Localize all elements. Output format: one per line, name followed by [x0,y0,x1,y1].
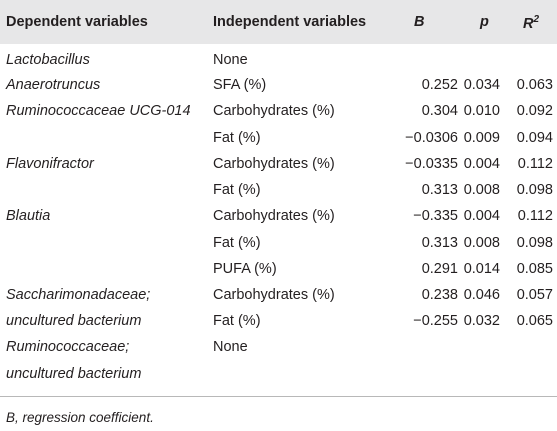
independent-variable: PUFA (%) [213,261,277,277]
r2-value: 0.085 [516,261,553,277]
p-value: 0.004 [463,208,500,224]
r2-value: 0.063 [516,77,553,93]
r2-value: 0.057 [516,287,553,303]
dependent-variable: Blautia [6,208,51,224]
p-value: 0.014 [463,261,500,277]
independent-variable: Carbohydrates (%) [213,103,335,119]
independent-variable: Fat (%) [213,182,261,198]
p-value: 0.008 [463,182,500,198]
dependent-variable: Flavonifractor [6,156,94,172]
table-bottom-rule [0,396,557,397]
header-b: B [414,14,425,30]
independent-variable: Fat (%) [213,235,261,251]
r2-value: 0.112 [517,208,553,224]
p-value: 0.034 [463,77,500,93]
p-value: 0.032 [463,313,500,329]
p-value: 0.010 [463,103,500,119]
independent-variable: Carbohydrates (%) [213,156,335,172]
b-value: 0.252 [421,77,458,93]
b-value: −0.335 [413,208,458,224]
table-header [0,0,557,44]
r2-value: 0.065 [516,313,553,329]
independent-variable: None [213,339,248,355]
independent-variable: Fat (%) [213,130,261,146]
independent-variable: Carbohydrates (%) [213,208,335,224]
r2-value: 0.092 [516,103,553,119]
b-value: 0.304 [421,103,458,119]
b-value: −0.0306 [405,130,458,146]
dependent-variable: Anaerotruncus [6,77,101,93]
p-value: 0.046 [463,287,500,303]
b-value: 0.313 [421,235,458,251]
r2-value: 0.098 [516,235,553,251]
dependent-variable: Saccharimonadaceae; [6,287,151,303]
b-value: 0.291 [421,261,458,277]
dependent-variable: uncultured bacterium [6,366,142,382]
header-p: p [480,14,489,30]
r2-value: 0.094 [516,130,553,146]
dependent-variable: uncultured bacterium [6,313,142,329]
b-value: 0.313 [421,182,458,198]
table-footnote: B, regression coefficient. [6,410,154,425]
header-r2-sup: 2 [533,14,540,25]
b-value: −0.255 [413,313,458,329]
header-dependent: Dependent variables [6,14,148,30]
p-value: 0.004 [463,156,500,172]
p-value: 0.009 [463,130,500,146]
dependent-variable: Ruminococcaceae UCG-014 [6,103,191,119]
p-value: 0.008 [463,235,500,251]
independent-variable: SFA (%) [213,77,267,93]
independent-variable: Fat (%) [213,313,261,329]
header-r2: R2 [523,11,539,33]
dependent-variable: Ruminococcaceae; [6,339,130,355]
r2-value: 0.112 [517,156,553,172]
b-value: −0.0335 [405,156,458,172]
header-independent: Independent variables [213,14,367,30]
b-value: 0.238 [421,287,458,303]
independent-variable: Carbohydrates (%) [213,287,335,303]
r2-value: 0.098 [516,182,553,198]
header-r2-base: R [523,16,534,32]
dependent-variable: Lactobacillus [6,52,90,68]
independent-variable: None [213,52,248,68]
